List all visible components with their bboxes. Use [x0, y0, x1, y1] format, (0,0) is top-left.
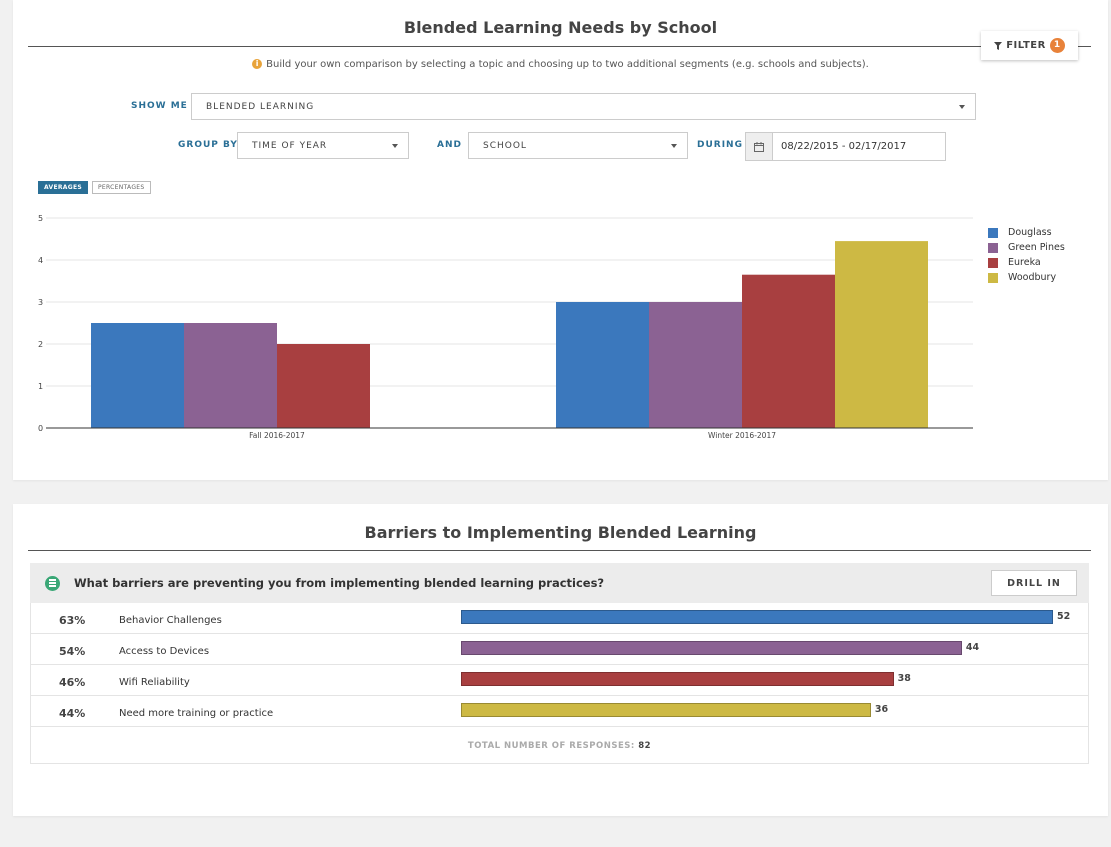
show-me-value: BLENDED LEARNING: [206, 101, 315, 112]
legend-item[interactable]: Green Pines: [988, 240, 1065, 255]
barrier-row: 63% Behavior Challenges 52: [31, 603, 1088, 634]
legend-item[interactable]: Eureka: [988, 255, 1065, 270]
chevron-down-icon: [671, 144, 677, 148]
total-responses: TOTAL NUMBER OF RESPONSES: 82: [31, 741, 1088, 751]
and-label: AND: [437, 140, 462, 150]
group-by-value: TIME OF YEAR: [252, 140, 328, 151]
y-tick-label: 4: [38, 256, 43, 265]
x-tick-label: Fall 2016-2017: [249, 431, 305, 440]
title-divider: [28, 46, 1091, 47]
row-percent: 54%: [59, 645, 86, 658]
legend-item[interactable]: Woodbury: [988, 270, 1065, 285]
and-select[interactable]: SCHOOL: [468, 132, 688, 159]
total-label: TOTAL NUMBER OF RESPONSES:: [467, 741, 635, 751]
total-value: 82: [638, 741, 652, 751]
row-count: 52: [1057, 611, 1071, 622]
chevron-down-icon: [392, 144, 398, 148]
question-text: What barriers are preventing you from im…: [74, 576, 605, 590]
barrier-row: 54% Access to Devices 44: [31, 634, 1088, 665]
filter-count-badge: 1: [1049, 38, 1065, 53]
barriers-title: Barriers to Implementing Blended Learnin…: [364, 523, 757, 542]
bar-eureka[interactable]: [277, 344, 370, 428]
question-header: What barriers are preventing you from im…: [30, 563, 1089, 603]
legend-label: Douglass: [1008, 227, 1052, 238]
row-bar[interactable]: [461, 703, 871, 717]
and-value: SCHOOL: [483, 140, 527, 151]
row-label: Wifi Reliability: [119, 677, 190, 688]
row-count: 44: [965, 642, 980, 653]
x-tick-label: Winter 2016-2017: [708, 431, 776, 440]
needs-panel: Blended Learning Needs by School FILTER …: [13, 0, 1108, 480]
y-tick-label: 3: [38, 298, 43, 307]
row-bar[interactable]: [461, 672, 894, 686]
barrier-row: 46% Wifi Reliability 38: [31, 665, 1088, 696]
chart-legend: Douglass Green Pines Eureka Woodbury: [988, 225, 1065, 285]
during-label: DURING: [697, 140, 743, 150]
bar-eureka[interactable]: [742, 274, 835, 428]
filter-button[interactable]: FILTER 1: [981, 31, 1078, 60]
row-count: 38: [897, 673, 911, 684]
row-label: Need more training or practice: [119, 708, 274, 719]
legend-label: Green Pines: [1008, 242, 1065, 253]
list-icon: [45, 575, 60, 591]
calendar-icon: [746, 133, 773, 160]
bar-green-pines[interactable]: [649, 302, 742, 428]
row-bar[interactable]: [461, 641, 962, 655]
legend-swatch: [988, 272, 998, 283]
title-divider: [28, 550, 1091, 551]
legend-item[interactable]: Douglass: [988, 225, 1065, 240]
row-percent: 44%: [59, 707, 86, 720]
y-tick-label: 0: [38, 424, 43, 433]
row-percent: 46%: [59, 676, 86, 689]
bar-green-pines[interactable]: [184, 323, 277, 428]
legend-swatch: [988, 227, 998, 238]
y-tick-label: 2: [38, 340, 43, 349]
drill-in-button[interactable]: DRILL IN: [991, 570, 1077, 596]
bar-douglass[interactable]: [556, 302, 649, 428]
group-by-label: GROUP BY: [178, 140, 238, 150]
info-text: Build your own comparison by selecting a…: [266, 59, 869, 70]
funnel-icon: [994, 41, 1003, 50]
group-by-select[interactable]: TIME OF YEAR: [237, 132, 409, 159]
date-range-input[interactable]: 08/22/2015 - 02/17/2017: [745, 132, 946, 161]
bar-douglass[interactable]: [91, 323, 184, 428]
legend-swatch: [988, 242, 998, 253]
bar-chart: 0 1 2 3 4 5 Fall 2016-2017 Winter 2016-2017: [38, 214, 973, 440]
show-me-select[interactable]: BLENDED LEARNING: [191, 93, 976, 120]
filter-label: FILTER: [1006, 40, 1046, 51]
chevron-down-icon: [959, 105, 965, 109]
legend-swatch: [988, 257, 998, 268]
bar-woodbury[interactable]: [835, 241, 928, 428]
barrier-row: 44% Need more training or practice 36: [31, 696, 1088, 727]
percentages-toggle[interactable]: PERCENTAGES: [92, 181, 151, 194]
averages-toggle[interactable]: AVERAGES: [38, 181, 88, 194]
legend-label: Eureka: [1008, 257, 1041, 268]
needs-title: Blended Learning Needs by School: [403, 18, 718, 37]
row-percent: 63%: [59, 614, 86, 627]
info-line: i Build your own comparison by selecting …: [13, 59, 1108, 70]
row-bar[interactable]: [461, 610, 1053, 624]
row-label: Behavior Challenges: [119, 615, 222, 626]
y-tick-label: 1: [38, 382, 43, 391]
legend-label: Woodbury: [1008, 272, 1057, 283]
row-label: Access to Devices: [119, 646, 210, 657]
barrier-rows: 63% Behavior Challenges 52 54% Access to Dev…: [30, 603, 1089, 764]
row-count: 36: [874, 704, 889, 715]
barriers-panel: Barriers to Implementing Blended Learnin…: [13, 504, 1108, 816]
date-range-value: 08/22/2015 - 02/17/2017: [781, 141, 907, 152]
show-me-label: SHOW ME: [131, 101, 188, 111]
info-icon: i: [252, 59, 263, 69]
y-tick-label: 5: [38, 214, 43, 223]
